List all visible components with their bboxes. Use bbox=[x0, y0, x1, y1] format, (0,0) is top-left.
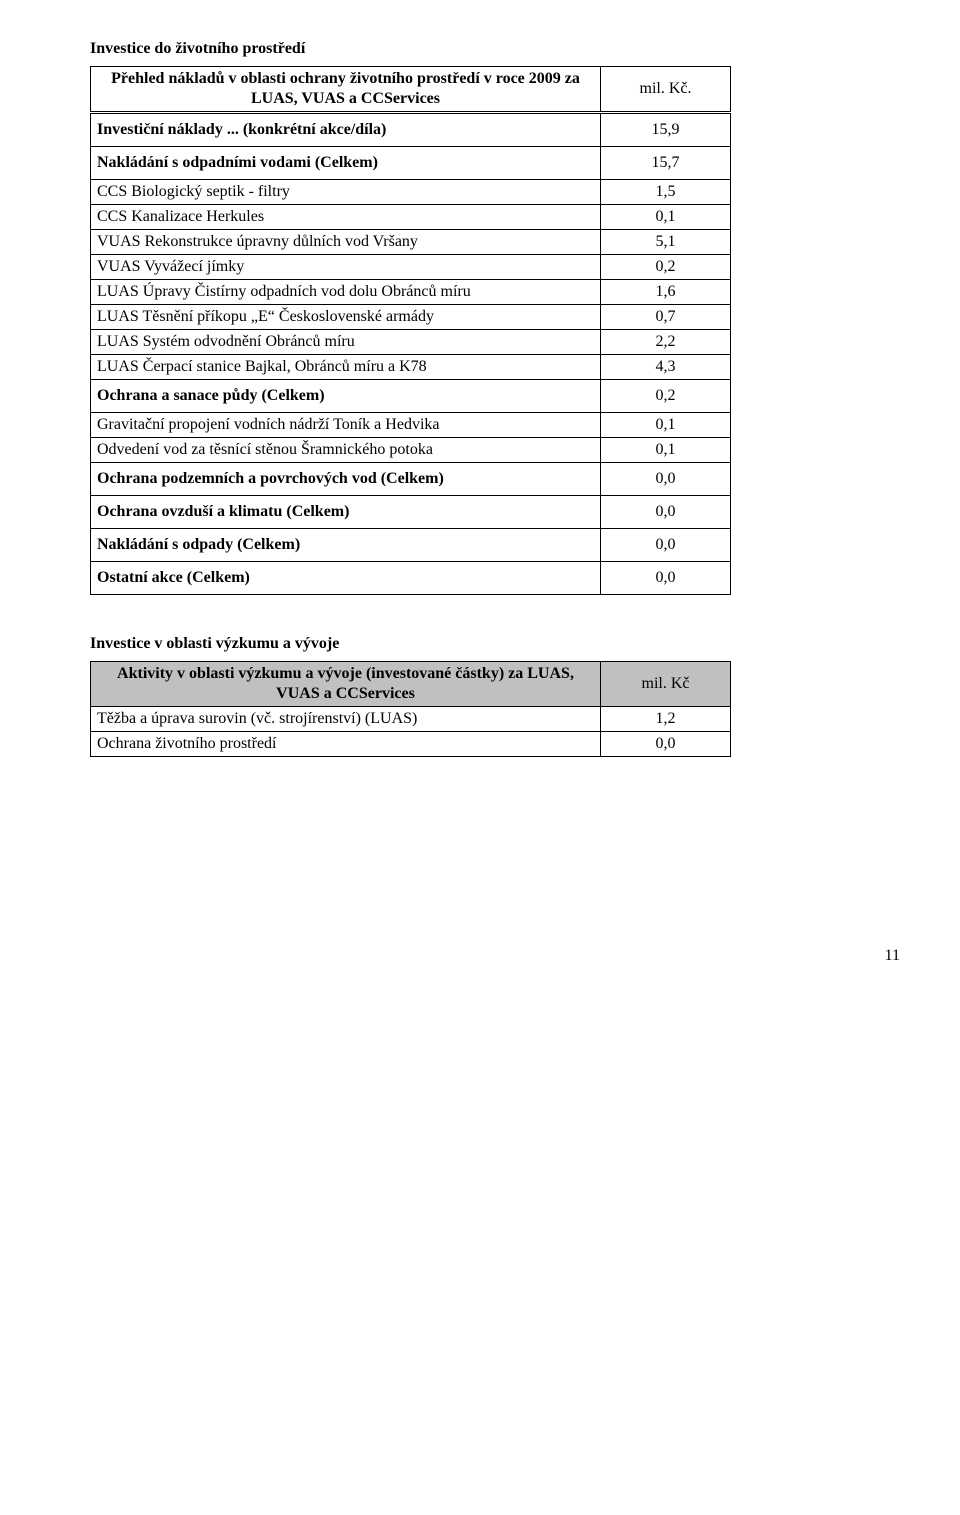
table-row-label: VUAS Vyvážecí jímky bbox=[91, 255, 601, 280]
table-row-value: 0,2 bbox=[601, 380, 731, 413]
table-row-label: Těžba a úprava surovin (vč. strojírenstv… bbox=[91, 707, 601, 732]
table-row-value: 5,1 bbox=[601, 230, 731, 255]
table-row-label: LUAS Čerpací stanice Bajkal, Obránců mír… bbox=[91, 355, 601, 380]
table-row-value: 0,1 bbox=[601, 438, 731, 463]
table-row-value: 1,5 bbox=[601, 180, 731, 205]
table-row-value: 0,1 bbox=[601, 413, 731, 438]
table-row-label: LUAS Systém odvodnění Obránců míru bbox=[91, 330, 601, 355]
table-vyzkum: Aktivity v oblasti výzkumu a vývoje (inv… bbox=[90, 661, 731, 757]
table-row-label: VUAS Rekonstrukce úpravny důlních vod Vr… bbox=[91, 230, 601, 255]
table-row-value: 15,9 bbox=[601, 113, 731, 147]
t2-header-right: mil. Kč bbox=[601, 662, 731, 707]
table-row-value: 0,1 bbox=[601, 205, 731, 230]
table-row-label: CCS Kanalizace Herkules bbox=[91, 205, 601, 230]
table-row-label: Odvedení vod za těsnící stěnou Šramnické… bbox=[91, 438, 601, 463]
table-row-label: Nakládání s odpadními vodami (Celkem) bbox=[91, 147, 601, 180]
table-row-value: 15,7 bbox=[601, 147, 731, 180]
page-number: 11 bbox=[90, 947, 900, 965]
table-row-value: 0,0 bbox=[601, 529, 731, 562]
table-row-value: 0,0 bbox=[601, 562, 731, 595]
table-row-label: Gravitační propojení vodních nádrží Toní… bbox=[91, 413, 601, 438]
table-row-label: Investiční náklady ... (konkrétní akce/d… bbox=[91, 113, 601, 147]
t1-header-right: mil. Kč. bbox=[601, 67, 731, 113]
table-row-value: 0,0 bbox=[601, 496, 731, 529]
t2-header-left: Aktivity v oblasti výzkumu a vývoje (inv… bbox=[91, 662, 601, 707]
table-row-label: Ochrana ovzduší a klimatu (Celkem) bbox=[91, 496, 601, 529]
table-row-value: 0,0 bbox=[601, 463, 731, 496]
table-row-label: Ochrana podzemních a povrchových vod (Ce… bbox=[91, 463, 601, 496]
t1-header-left: Přehled nákladů v oblasti ochrany životn… bbox=[91, 67, 601, 113]
table-row-value: 1,2 bbox=[601, 707, 731, 732]
table-row-label: Ostatní akce (Celkem) bbox=[91, 562, 601, 595]
table-row-label: Nakládání s odpady (Celkem) bbox=[91, 529, 601, 562]
table-row-label: LUAS Těsnění příkopu „E“ Československé … bbox=[91, 305, 601, 330]
table-row-label: Ochrana a sanace půdy (Celkem) bbox=[91, 380, 601, 413]
table-row-label: CCS Biologický septik - filtry bbox=[91, 180, 601, 205]
table-row-value: 2,2 bbox=[601, 330, 731, 355]
table-row-value: 0,0 bbox=[601, 732, 731, 757]
table-investice: Přehled nákladů v oblasti ochrany životn… bbox=[90, 66, 731, 595]
table-row-label: LUAS Úpravy Čistírny odpadních vod dolu … bbox=[91, 280, 601, 305]
section1-heading: Investice do životního prostředí bbox=[90, 40, 900, 58]
section2-heading: Investice v oblasti výzkumu a vývoje bbox=[90, 635, 900, 653]
table-row-value: 0,7 bbox=[601, 305, 731, 330]
table-row-value: 1,6 bbox=[601, 280, 731, 305]
table-row-label: Ochrana životního prostředí bbox=[91, 732, 601, 757]
table-row-value: 4,3 bbox=[601, 355, 731, 380]
table-row-value: 0,2 bbox=[601, 255, 731, 280]
